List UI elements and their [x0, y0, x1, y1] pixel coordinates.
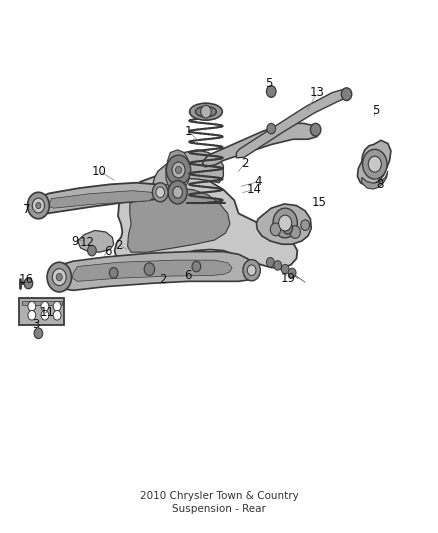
Text: 2: 2	[115, 239, 123, 252]
Circle shape	[290, 225, 300, 238]
Text: 6: 6	[184, 269, 191, 282]
Text: 13: 13	[310, 86, 325, 99]
Circle shape	[110, 268, 118, 278]
Ellipse shape	[190, 103, 222, 120]
Text: 4: 4	[254, 175, 262, 188]
Text: 14: 14	[246, 183, 261, 196]
Circle shape	[243, 260, 260, 281]
Circle shape	[28, 302, 36, 311]
Circle shape	[24, 278, 33, 289]
Circle shape	[267, 123, 276, 134]
Polygon shape	[72, 260, 232, 281]
Text: 7: 7	[23, 203, 30, 216]
Text: 2010 Chrysler Town & Country: 2010 Chrysler Town & Country	[140, 491, 298, 501]
Text: 8: 8	[376, 178, 384, 191]
Polygon shape	[202, 123, 319, 167]
Polygon shape	[53, 252, 258, 290]
Text: 3: 3	[32, 318, 40, 332]
Circle shape	[166, 155, 191, 185]
Circle shape	[41, 311, 49, 320]
Circle shape	[274, 261, 282, 270]
Circle shape	[47, 262, 71, 292]
Circle shape	[56, 273, 62, 281]
Polygon shape	[237, 89, 350, 158]
Ellipse shape	[195, 107, 216, 117]
Text: 10: 10	[92, 165, 107, 177]
Circle shape	[279, 215, 292, 231]
Circle shape	[53, 302, 61, 311]
Polygon shape	[153, 150, 223, 192]
Circle shape	[168, 181, 187, 204]
Circle shape	[144, 263, 155, 276]
Polygon shape	[362, 171, 388, 189]
Text: 5: 5	[265, 77, 273, 90]
Polygon shape	[166, 150, 189, 190]
Text: 9: 9	[72, 235, 79, 247]
Text: 2: 2	[241, 157, 249, 169]
Text: 12: 12	[80, 236, 95, 249]
Text: 6: 6	[104, 245, 112, 258]
Circle shape	[311, 123, 321, 136]
Circle shape	[176, 166, 182, 174]
Circle shape	[32, 198, 45, 213]
Circle shape	[28, 311, 36, 320]
Polygon shape	[115, 174, 297, 268]
Polygon shape	[33, 183, 165, 214]
Polygon shape	[78, 230, 114, 252]
Circle shape	[281, 264, 289, 274]
Circle shape	[270, 223, 281, 236]
Circle shape	[173, 187, 183, 198]
Circle shape	[201, 106, 211, 118]
Circle shape	[247, 265, 256, 276]
Circle shape	[53, 311, 61, 320]
Circle shape	[41, 302, 49, 311]
Circle shape	[52, 269, 66, 286]
Polygon shape	[357, 140, 391, 186]
Text: 16: 16	[19, 273, 34, 286]
Circle shape	[34, 328, 43, 338]
Text: 11: 11	[39, 306, 55, 319]
Circle shape	[88, 245, 96, 256]
Circle shape	[266, 86, 276, 98]
Text: 19: 19	[281, 272, 296, 285]
Text: 2: 2	[159, 273, 166, 286]
Circle shape	[156, 187, 165, 198]
Circle shape	[273, 208, 297, 238]
Circle shape	[28, 192, 49, 219]
Circle shape	[152, 183, 168, 202]
Text: 5: 5	[372, 103, 379, 117]
Circle shape	[368, 156, 381, 172]
Circle shape	[363, 149, 387, 179]
Polygon shape	[127, 188, 230, 252]
Polygon shape	[22, 301, 62, 305]
Circle shape	[192, 261, 201, 272]
Text: 1: 1	[185, 125, 192, 138]
Polygon shape	[48, 191, 155, 208]
Circle shape	[36, 203, 41, 209]
Circle shape	[266, 257, 274, 267]
Circle shape	[288, 268, 296, 278]
Polygon shape	[19, 298, 64, 325]
Polygon shape	[256, 204, 311, 244]
Circle shape	[172, 162, 185, 178]
Circle shape	[283, 222, 293, 234]
Text: Suspension - Rear: Suspension - Rear	[172, 504, 266, 514]
Circle shape	[341, 88, 352, 101]
Circle shape	[301, 220, 310, 230]
Text: 15: 15	[312, 196, 327, 209]
